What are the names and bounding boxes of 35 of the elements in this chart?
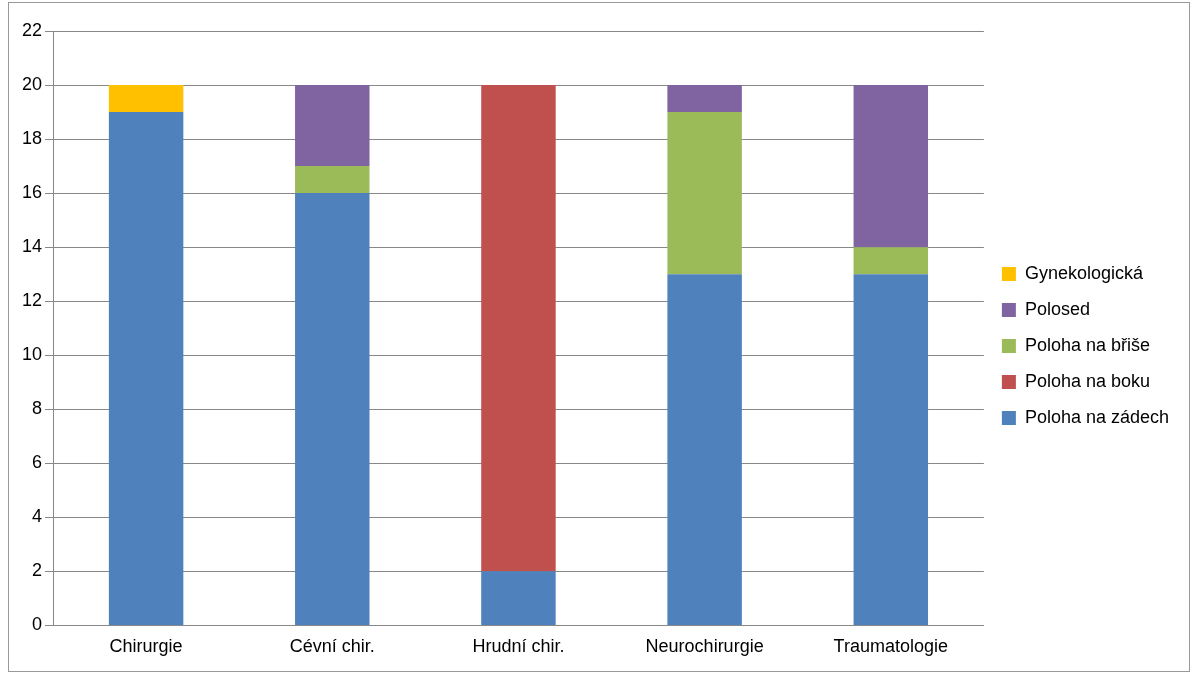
y-tick-label: 6 [32,452,43,473]
bar [295,85,370,167]
bar [295,166,370,194]
bar [667,112,742,275]
y-tick-label: 8 [32,398,43,419]
bar [481,571,556,625]
legend-label: Gynekologická [1024,262,1144,283]
y-tick-label: 22 [21,19,43,40]
bar [667,85,742,113]
y-tick-label: 0 [32,614,43,635]
y-tick-label: 10 [21,344,43,365]
y-tick-label: 18 [21,128,43,149]
y-tick-label: 16 [21,182,43,203]
bar [853,85,929,248]
x-tick-label: Neurochirurgie [645,636,764,657]
y-tick-label: 20 [21,74,43,95]
y-tick-label: 12 [21,290,43,311]
x-tick-label: Traumatologie [833,636,948,657]
x-tick-label: Chirurgie [109,636,183,657]
legend-label: Poloha na zádech [1024,406,1170,427]
bar [853,274,929,625]
x-tick-label: Hrudní chir. [472,636,565,657]
legend-label: Polosed [1024,298,1090,319]
bar [853,247,929,275]
bar [667,274,742,625]
bar [108,85,184,113]
legend-label: Poloha na břiše [1024,334,1150,355]
legend-label: Poloha na boku [1024,370,1150,391]
y-tick-label: 2 [32,560,43,581]
bar [481,85,556,572]
y-tick-label: 14 [21,236,43,257]
x-tick-label: Cévní chir. [289,636,375,657]
y-tick-label: 4 [32,506,43,527]
bar [108,112,184,625]
bar [295,193,370,625]
